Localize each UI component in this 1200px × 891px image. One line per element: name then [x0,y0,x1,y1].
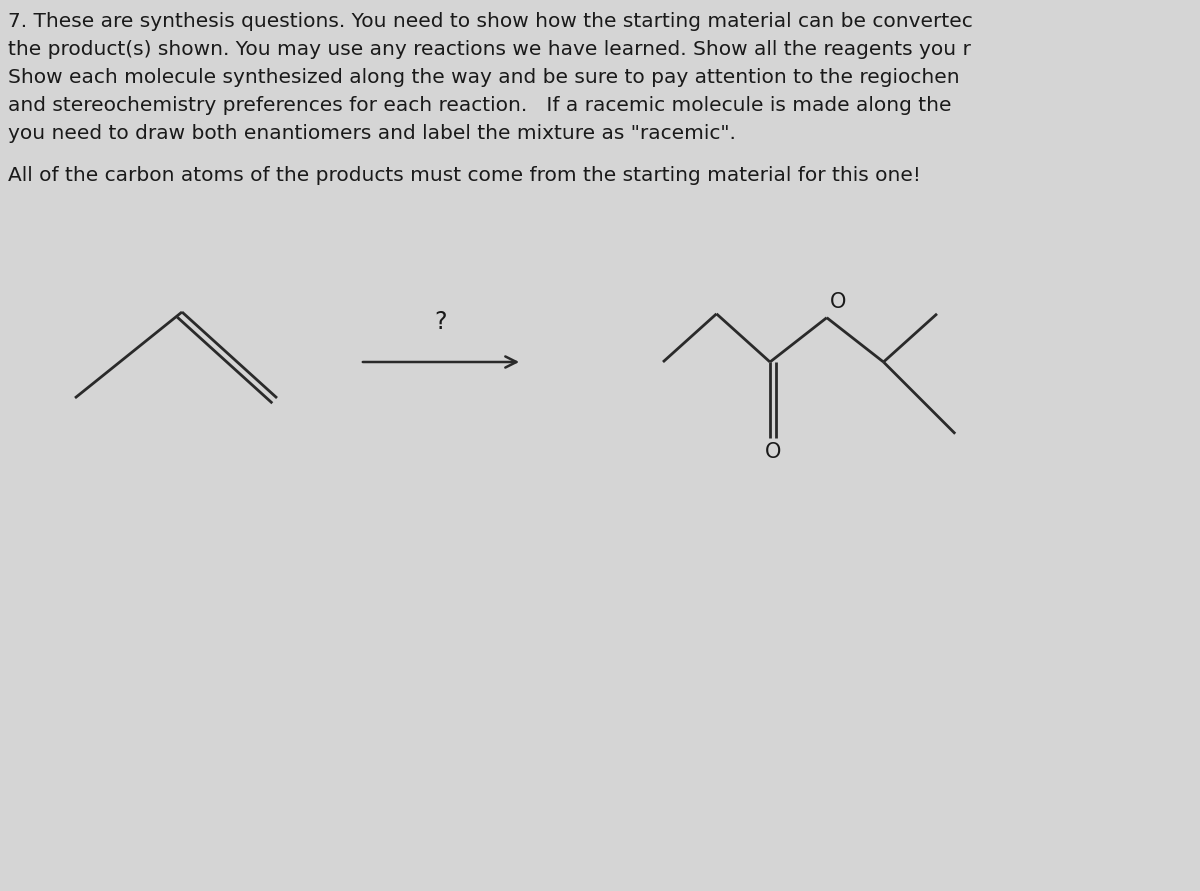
Text: Show each molecule synthesized along the way and be sure to pay attention to the: Show each molecule synthesized along the… [8,68,960,87]
Text: you need to draw both enantiomers and label the mixture as "racemic".: you need to draw both enantiomers and la… [8,124,736,143]
Text: 7. These are synthesis questions. You need to show how the starting material can: 7. These are synthesis questions. You ne… [8,12,973,31]
Text: and stereochemistry preferences for each reaction.   If a racemic molecule is ma: and stereochemistry preferences for each… [8,96,952,115]
Text: ?: ? [434,310,448,334]
Text: All of the carbon atoms of the products must come from the starting material for: All of the carbon atoms of the products … [8,166,920,185]
Text: O: O [764,442,781,462]
Text: the product(s) shown. You may use any reactions we have learned. Show all the re: the product(s) shown. You may use any re… [8,40,971,59]
Text: O: O [829,291,846,312]
